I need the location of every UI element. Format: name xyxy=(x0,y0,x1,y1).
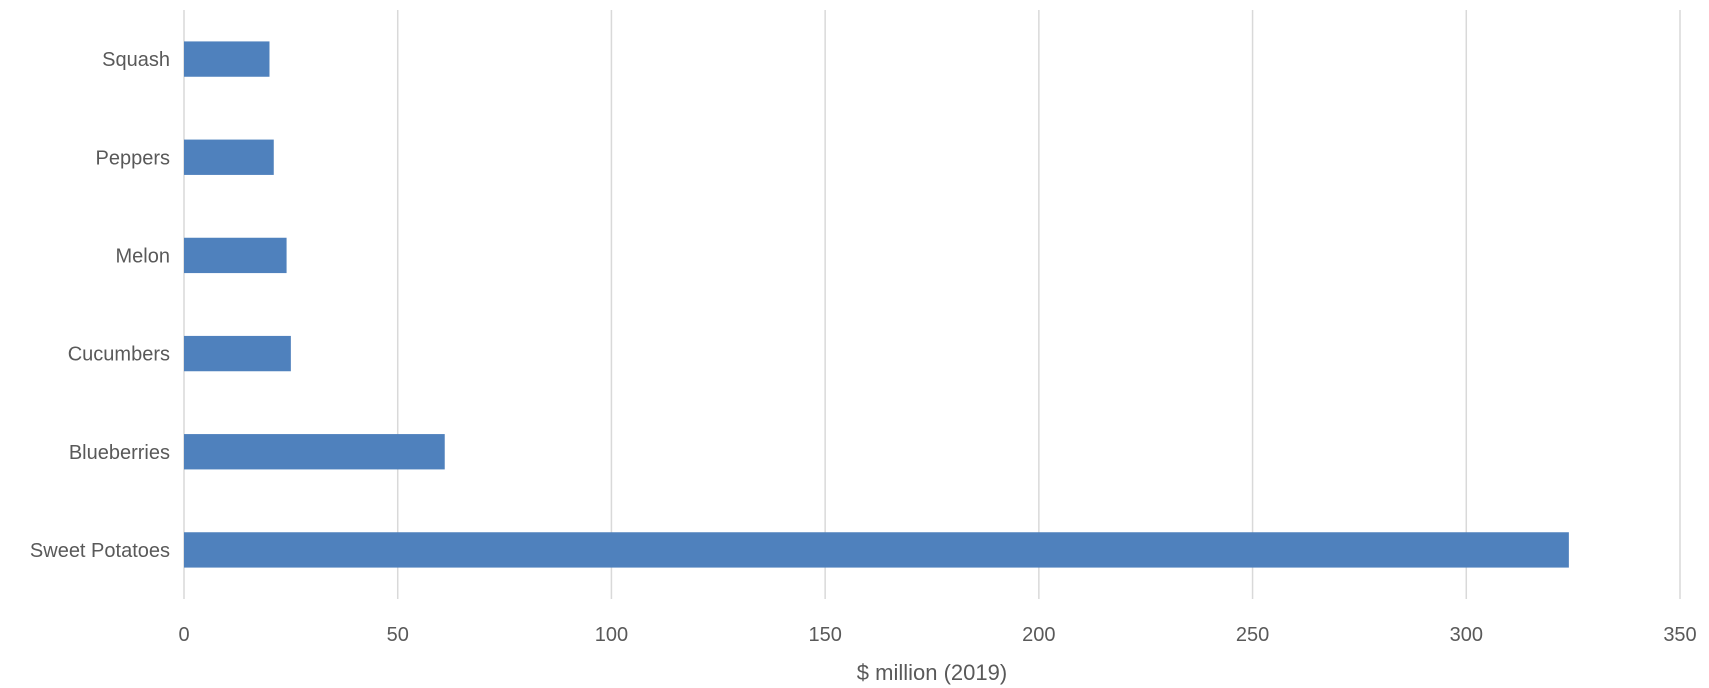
x-axis-title: $ million (2019) xyxy=(857,660,1007,685)
category-label: Peppers xyxy=(96,147,171,169)
x-tick-labels: 0 50 100 150 200 250 300 350 xyxy=(178,624,1696,646)
bar-peppers xyxy=(184,139,274,175)
category-label: Cucumbers xyxy=(68,344,170,366)
x-tick-label: 300 xyxy=(1450,624,1483,646)
category-label: Blueberries xyxy=(69,442,170,464)
x-tick-label: 150 xyxy=(808,624,841,646)
x-tick-label: 100 xyxy=(595,624,628,646)
x-tick-label: 0 xyxy=(178,624,189,646)
bar-blueberries xyxy=(184,434,445,470)
x-tick-label: 250 xyxy=(1236,624,1269,646)
bar-squash xyxy=(184,41,270,77)
category-label: Melon xyxy=(116,245,170,267)
category-label: Squash xyxy=(102,49,170,71)
category-labels: Squash Peppers Melon Cucumbers Blueberries Sw… xyxy=(30,49,170,562)
x-tick-label: 350 xyxy=(1663,624,1696,646)
x-tick-label: 50 xyxy=(387,624,409,646)
bar-cucumbers xyxy=(184,335,291,372)
x-tick-label: 200 xyxy=(1022,624,1055,646)
category-label: Sweet Potatoes xyxy=(30,540,170,562)
gridlines xyxy=(183,10,1681,599)
bar-melon xyxy=(184,237,287,274)
bars xyxy=(184,41,1569,568)
bar-sweet-potatoes xyxy=(184,532,1569,568)
